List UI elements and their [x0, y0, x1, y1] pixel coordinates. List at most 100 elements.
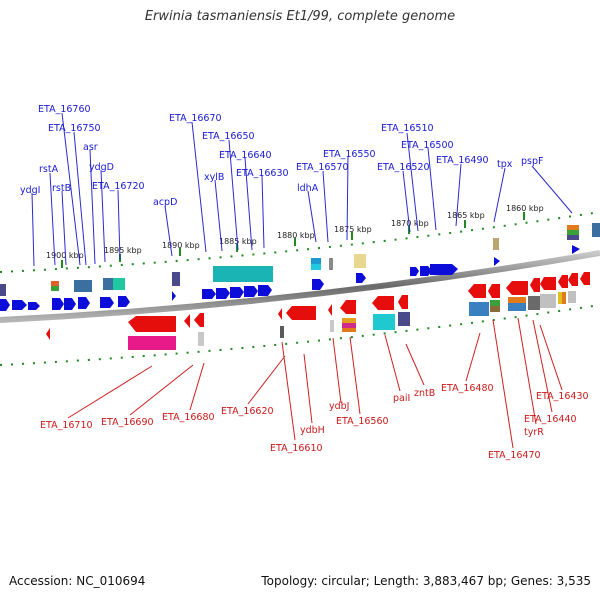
genome-summary-text: Topology: circular; Length: 3,883,467 bp… [261, 574, 591, 588]
gene-arrow [216, 288, 230, 299]
feature-box [562, 292, 566, 304]
gene-label: ETA_16750 [48, 123, 101, 134]
gene-arrow [46, 328, 50, 340]
gene-arrow [356, 273, 366, 283]
feature-box [74, 280, 92, 292]
gene-arrow [340, 300, 356, 314]
gene-label: ETA_16470 [488, 450, 541, 461]
gene-arrow [128, 316, 176, 332]
feature-box [592, 223, 600, 237]
gene-label: pspF [521, 156, 543, 167]
kbp-label: 1875 kbp [334, 225, 372, 234]
gene-arrow [506, 281, 528, 295]
reverse-scale-track [0, 304, 600, 366]
feature-box [329, 258, 333, 270]
gene-arrow [78, 297, 90, 309]
gene-arrow [12, 300, 27, 310]
feature-box [508, 303, 526, 311]
gene-arrow [172, 291, 176, 301]
forward-genes [0, 245, 580, 311]
kbp-label: 1870 kbp [391, 219, 429, 228]
feature-box [490, 306, 500, 312]
gene-label: ETA_16560 [336, 416, 389, 427]
gene-arrow [488, 284, 500, 298]
gene-arrow [420, 266, 432, 276]
accession-text: Accession: NC_010694 [9, 574, 146, 588]
gene-arrow [52, 298, 64, 310]
feature-box [128, 336, 176, 350]
gene-arrow [530, 278, 540, 292]
gene-arrow [184, 314, 190, 328]
gene-arrow [100, 297, 114, 308]
gene-label: asr [83, 142, 98, 153]
gene-label: ETA_16630 [236, 168, 289, 179]
feature-box [567, 225, 579, 230]
gene-arrow [202, 289, 216, 299]
gene-label: ETA_16610 [270, 443, 323, 454]
kbp-major-ticks [61, 212, 525, 268]
kbp-label: 1860 kbp [506, 204, 544, 213]
gene-label: ydbJ [329, 401, 349, 412]
feature-box [493, 238, 499, 250]
gene-label: ETA_16650 [202, 131, 255, 142]
gene-arrow [398, 295, 408, 309]
feature-box [567, 230, 579, 235]
gene-arrow [372, 296, 394, 310]
gene-label: ETA_16520 [377, 162, 430, 173]
gene-arrow [258, 285, 272, 296]
gene-label: ETA_16430 [536, 391, 589, 402]
gene-label: paiI [393, 393, 410, 404]
gene-label: xylB [204, 172, 224, 183]
feature-box [330, 320, 334, 332]
gene-label: ydbH [300, 425, 325, 436]
gene-arrow [0, 299, 10, 311]
gene-arrow [494, 257, 500, 266]
kbp-label: 1895 kbp [104, 246, 142, 255]
gene-label: ETA_16640 [219, 150, 272, 161]
gene-arrow [28, 302, 40, 310]
feature-box [51, 281, 59, 286]
gene-arrow [286, 306, 316, 320]
forward-label-leaders [31, 112, 573, 267]
gene-arrow [64, 298, 76, 310]
gene-label: ydgD [89, 162, 114, 173]
gene-label: ETA_16570 [296, 162, 349, 173]
gene-label: ETA_16510 [381, 123, 434, 134]
feature-box [342, 323, 356, 328]
kbp-label: 1900 kbp [46, 251, 84, 260]
gene-label: ETA_16500 [401, 140, 454, 151]
kbp-label: 1880 kbp [277, 231, 315, 240]
feature-box [113, 278, 125, 290]
gene-label: ETA_16710 [40, 420, 93, 431]
gene-label: ETA_16480 [441, 383, 494, 394]
gene-label: ETA_16760 [38, 104, 91, 115]
gene-label: ETA_16550 [323, 149, 376, 160]
kbp-label: 1865 kbp [447, 211, 485, 220]
gene-label: rstA [39, 164, 59, 175]
feature-box [198, 332, 204, 346]
feature-box [558, 292, 562, 304]
gene-arrow [278, 308, 282, 320]
gene-label: tyrR [524, 427, 544, 438]
feature-box [311, 264, 321, 270]
feature-box [342, 328, 356, 332]
gene-label: ETA_16620 [221, 406, 274, 417]
forward-features [0, 223, 600, 296]
gene-arrow [410, 267, 419, 276]
gene-label: tpx [497, 159, 513, 170]
feature-box [540, 294, 556, 308]
gene-label: ETA_16440 [524, 414, 577, 425]
reverse-genes [46, 272, 590, 340]
feature-box [213, 266, 273, 282]
feature-box [280, 326, 284, 338]
feature-box [172, 272, 180, 286]
map-title: Erwinia tasmaniensis Et1/99, complete ge… [144, 9, 456, 24]
feature-box [373, 314, 395, 330]
gene-label: ydgI [20, 185, 40, 196]
gene-arrow [468, 284, 486, 298]
reverse-features [128, 291, 576, 350]
feature-box [0, 284, 6, 296]
gene-arrow [118, 296, 130, 307]
kbp-label: 1885 kbp [219, 237, 257, 246]
